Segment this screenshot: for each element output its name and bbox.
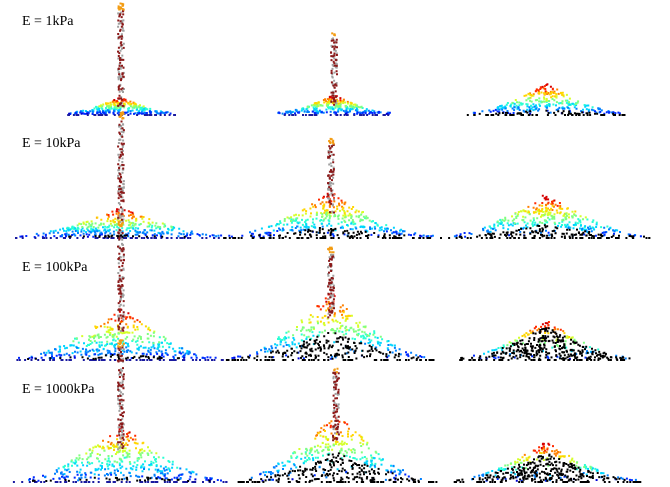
row-label: E = 1kPa <box>22 14 74 29</box>
row-label: E = 10kPa <box>22 136 81 151</box>
row-label: E = 100kPa <box>22 260 88 275</box>
page: E = 1kPa E = 10kPa E = 100kPa E = 1000kP… <box>0 0 670 487</box>
row-label: E = 1000kPa <box>22 382 95 397</box>
figure: E = 1kPa E = 10kPa E = 100kPa E = 1000kP… <box>0 0 670 487</box>
